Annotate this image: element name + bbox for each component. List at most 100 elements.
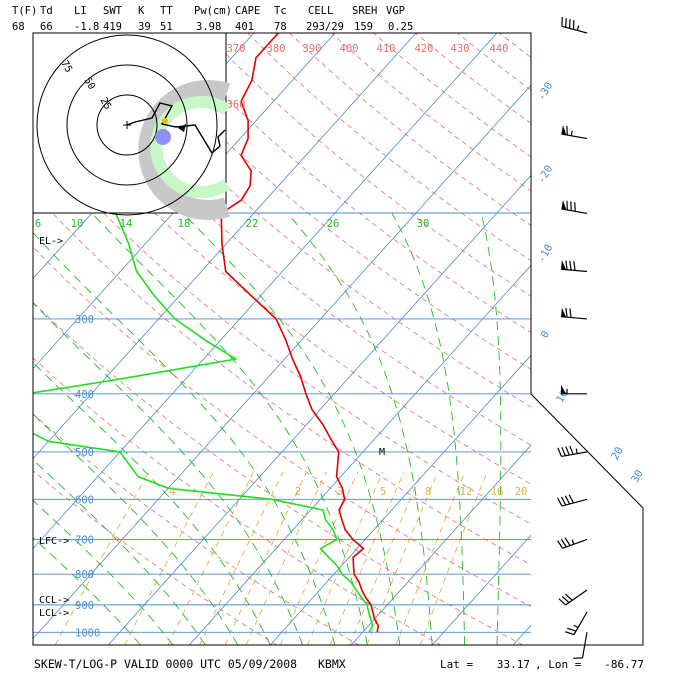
- dry-adiabat: [541, 33, 680, 645]
- header-label: T(F): [12, 5, 37, 17]
- isotherm: [513, 33, 680, 645]
- isotherm: [0, 33, 11, 645]
- theta-label: 380: [267, 43, 286, 55]
- wind-barb-flag: [558, 448, 562, 457]
- storm-motion-blob: [155, 129, 171, 145]
- level-marker-m: M: [379, 447, 385, 458]
- theta-e-label: 14: [120, 218, 133, 230]
- header-label: CELL: [308, 5, 333, 17]
- header-value: 66: [40, 21, 53, 33]
- wind-barb-pennant: [561, 260, 566, 269]
- wind-barb-flag: [570, 308, 571, 317]
- wind-barb: [558, 446, 587, 457]
- pressure-tick-label: 800: [75, 569, 94, 581]
- wind-barb-pennant: [561, 125, 566, 135]
- mixing-ratio-label: 5: [380, 486, 386, 498]
- theta-label: 420: [415, 43, 434, 55]
- mixing-ratio-label: 3: [337, 486, 343, 498]
- header-label: SWT: [103, 5, 123, 17]
- wind-barb-flag: [561, 497, 565, 505]
- storm-motion-marker: [162, 118, 168, 124]
- wind-barb-half: [577, 26, 578, 31]
- mixing-ratio-label: 12: [460, 486, 473, 498]
- wind-barb-flag: [565, 594, 572, 600]
- dry-adiabat: [667, 33, 680, 645]
- wind-barb: [559, 590, 587, 605]
- temperature-tick-label: -10: [535, 242, 555, 264]
- wind-barb: [561, 200, 587, 213]
- pressure-tick-label: 500: [75, 447, 94, 459]
- header-parameters: T(F)68Td66LI-1.8SWT419K39TT51Pw(cm)3.98C…: [12, 5, 413, 33]
- wind-barb-flag: [567, 628, 576, 631]
- header-value: -1.8: [74, 21, 99, 33]
- header-label: CAPE: [235, 5, 260, 17]
- header-value: 39: [138, 21, 151, 33]
- theta-e-label: 30: [417, 218, 430, 230]
- theta-e-label: 26: [327, 218, 340, 230]
- wind-barb-flag: [566, 261, 567, 270]
- wind-barb-half: [574, 625, 578, 628]
- isotherm: [594, 33, 680, 645]
- wind-barb: [565, 612, 587, 635]
- footer-lon-value: -86.77: [604, 658, 644, 671]
- header-label: TT: [160, 5, 173, 17]
- wind-barb-flag: [558, 541, 563, 549]
- dry-adiabat: [583, 33, 680, 645]
- wind-barb-pennant: [561, 200, 566, 210]
- wind-barb: [558, 538, 587, 549]
- wind-barb-half: [572, 540, 574, 545]
- pressure-tick-label: 900: [75, 600, 94, 612]
- wind-barb-flag: [561, 539, 566, 547]
- header-value: 0.25: [388, 21, 413, 33]
- mixing-ratio-label: 2: [295, 486, 301, 498]
- pressure-tick-label: 1000: [75, 627, 100, 639]
- header-label: K: [138, 5, 145, 17]
- theta-label: 430: [451, 43, 470, 55]
- pressure-tick-label: 400: [75, 389, 94, 401]
- header-label: VGP: [386, 5, 405, 17]
- footer-lat-label: Lat =: [440, 658, 473, 671]
- wind-barb: [558, 495, 587, 506]
- wind-barb-flag: [570, 446, 574, 455]
- wind-barb-shaft: [561, 317, 587, 319]
- wind-barb: [561, 308, 587, 319]
- theta-label: 400: [340, 43, 359, 55]
- wind-barb-flag: [565, 538, 570, 546]
- wind-barb: [561, 385, 587, 394]
- header-label: Td: [40, 5, 53, 17]
- footer-title: SKEW-T/LOG-P VALID 0000 UTC 05/09/2008: [34, 657, 297, 671]
- wind-barb-flag: [559, 599, 566, 605]
- pressure-tick-label: 600: [75, 494, 94, 506]
- wind-barb-half: [576, 449, 577, 454]
- header-value: 159: [354, 21, 373, 33]
- header-value: 3.98: [196, 21, 221, 33]
- header-value: 78: [274, 21, 287, 33]
- wind-barb: [561, 125, 587, 138]
- theta-e-label: 22: [246, 218, 259, 230]
- temperature-tick-label: -20: [535, 163, 555, 185]
- theta-label: 370: [227, 43, 246, 55]
- temperature-tick-label: -30: [535, 80, 555, 102]
- level-marker: CCL->: [39, 595, 69, 606]
- level-marker: LCL->: [39, 608, 69, 619]
- theta-label: 390: [303, 43, 322, 55]
- pressure-tick-label: 300: [75, 314, 94, 326]
- header-label: Tc: [274, 5, 287, 17]
- header-label: SREH: [352, 5, 377, 17]
- mixing-ratio-label: 8: [425, 486, 431, 498]
- header-label: LI: [74, 5, 87, 17]
- header-value: 68: [12, 21, 25, 33]
- wind-barb-flag: [562, 447, 566, 456]
- wind-barb-flag: [566, 447, 570, 456]
- wind-barb-flag: [574, 261, 575, 270]
- header-value: 401: [235, 21, 254, 33]
- dry-adiabat: [625, 33, 680, 645]
- wind-barb-flag: [565, 632, 574, 635]
- wind-barb-flag: [566, 308, 567, 317]
- wind-barb-flag: [562, 596, 569, 602]
- wind-barb-flag: [569, 495, 573, 503]
- level-marker: LFC->: [39, 536, 69, 547]
